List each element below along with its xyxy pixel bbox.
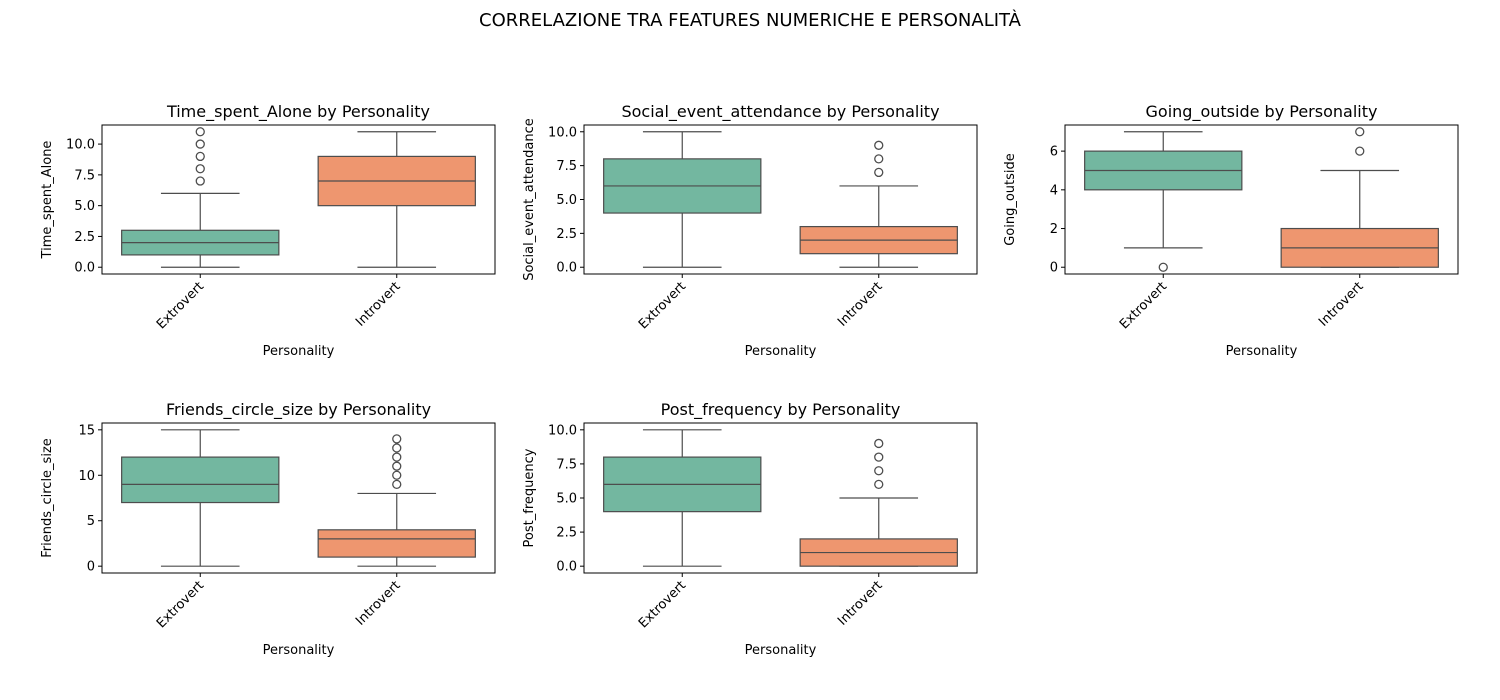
- subplot-4: 0 5 10 15 Extrovert Introvert Friends_circle_s…: [40, 400, 496, 658]
- outlier-point: [392, 470, 402, 480]
- outlier-point: [392, 479, 402, 490]
- box-introvert: [1280, 127, 1439, 268]
- x-tick-label: Introvert: [835, 578, 885, 628]
- y-tick-label: 7.5: [556, 457, 577, 472]
- y-tick-label: 0: [87, 560, 95, 575]
- x-tick-label: Extrovert: [636, 578, 689, 631]
- y-tick-label: 4: [1050, 183, 1058, 198]
- x-tick-label: Extrovert: [154, 578, 207, 631]
- box-extrovert: [603, 429, 762, 567]
- subplot-title: Social_event_attendance by Personality: [621, 102, 939, 122]
- box-extrovert: [603, 131, 762, 268]
- box-introvert: [799, 438, 958, 567]
- y-axis-label: Post_frequency: [522, 448, 537, 547]
- outlier-point: [195, 164, 205, 174]
- y-tick-label: 2.5: [556, 526, 577, 541]
- y-tick-label: 5: [87, 514, 95, 529]
- outlier-point: [392, 461, 402, 471]
- subplot-title: Friends_circle_size by Personality: [166, 400, 431, 420]
- subplot-title: Post_frequency by Personality: [661, 400, 901, 420]
- outlier-point: [874, 154, 884, 164]
- outlier-point: [195, 127, 205, 137]
- outlier-point: [392, 434, 402, 444]
- y-tick-label: 0: [1050, 261, 1058, 276]
- box-iqr: [317, 529, 476, 558]
- x-axis-label: Personality: [745, 643, 817, 658]
- x-tick-label: Introvert: [835, 279, 885, 329]
- y-tick-label: 5.0: [556, 193, 577, 208]
- outlier-point: [392, 443, 402, 453]
- axes-frame: [1064, 124, 1459, 275]
- y-tick-label: 5.0: [74, 199, 95, 214]
- x-axis-label: Personality: [745, 344, 817, 359]
- outlier-point: [874, 167, 884, 178]
- x-axis-label: Personality: [263, 344, 335, 359]
- figure-title: CORRELAZIONE TRA FEATURES NUMERICHE E PE…: [479, 10, 1021, 31]
- y-tick-label: 0.0: [556, 560, 577, 575]
- outlier-point: [1355, 146, 1365, 156]
- y-axis-label: Social_event_attendance: [522, 118, 537, 281]
- y-tick-label: 0.0: [74, 261, 95, 276]
- y-axis-label: Going_outside: [1003, 153, 1018, 246]
- x-tick-label: Introvert: [1316, 279, 1366, 329]
- outlier-point: [392, 452, 402, 462]
- x-tick-label: Introvert: [353, 279, 403, 329]
- subplot-1: 0.0 2.5 5.0 7.5 10.0 Extrovert Introvert Time_s…: [40, 102, 496, 359]
- y-tick-label: 15: [78, 423, 95, 438]
- box-introvert: [317, 131, 476, 268]
- outlier-point: [874, 140, 884, 150]
- subplot-3: 0 2 4 6 Extrovert Introvert Going_outside by P…: [1003, 102, 1459, 359]
- subplot-2: 0.0 2.5 5.0 7.5 10.0 Extrovert Introvert Social…: [522, 102, 978, 359]
- box-extrovert: [1084, 131, 1243, 272]
- y-axis-label: Friends_circle_size: [40, 438, 55, 558]
- y-axis-label: Time_spent_Alone: [40, 141, 55, 260]
- x-axis-label: Personality: [263, 643, 335, 658]
- outlier-point: [195, 176, 205, 186]
- y-tick-label: 2: [1050, 222, 1058, 237]
- box-introvert: [317, 434, 476, 567]
- y-tick-label: 5.0: [556, 492, 577, 507]
- x-tick-label: Introvert: [353, 578, 403, 628]
- x-tick-label: Extrovert: [154, 279, 207, 332]
- outlier-point: [195, 151, 205, 162]
- x-tick-label: Extrovert: [636, 279, 689, 332]
- y-tick-label: 0.0: [556, 261, 577, 276]
- y-tick-label: 10: [78, 469, 95, 484]
- subplot-5: 0.0 2.5 5.0 7.5 10.0 Extrovert Introvert Post_f…: [522, 400, 978, 658]
- y-tick-label: 2.5: [556, 227, 577, 242]
- x-tick-label: Extrovert: [1117, 279, 1170, 332]
- box-iqr: [121, 456, 280, 504]
- outlier-point: [874, 452, 884, 462]
- outlier-point: [195, 139, 205, 149]
- y-tick-label: 7.5: [556, 159, 577, 174]
- y-tick-label: 10.0: [548, 423, 577, 438]
- outlier-point: [874, 479, 884, 490]
- outlier-point: [874, 438, 884, 449]
- axes-frame: [101, 422, 496, 574]
- box-introvert: [799, 140, 958, 268]
- y-tick-label: 7.5: [74, 168, 95, 183]
- x-axis-label: Personality: [1226, 344, 1298, 359]
- y-tick-label: 10.0: [66, 138, 95, 153]
- axes-frame: [101, 124, 496, 275]
- box-extrovert: [121, 127, 280, 268]
- subplot-title: Time_spent_Alone by Personality: [166, 102, 430, 122]
- y-tick-label: 10.0: [548, 125, 577, 140]
- y-tick-label: 2.5: [74, 230, 95, 245]
- outlier-point: [874, 466, 884, 476]
- subplot-title: Going_outside by Personality: [1146, 102, 1378, 122]
- outlier-point: [1355, 127, 1365, 137]
- y-tick-label: 6: [1050, 145, 1058, 160]
- outlier-point: [1158, 262, 1168, 272]
- box-extrovert: [121, 429, 280, 567]
